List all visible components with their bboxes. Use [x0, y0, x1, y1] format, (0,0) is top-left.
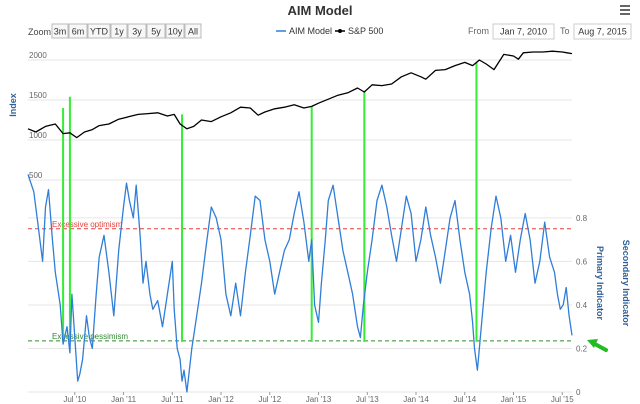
x-tick-label: Jan '13: [306, 395, 332, 404]
lower-y-tick-label: 0.4: [576, 301, 588, 310]
legend-item-aim[interactable]: AIM Model: [276, 26, 332, 36]
zoom-label: Zoom: [28, 27, 51, 37]
signal-layer: [62, 62, 478, 342]
series-layer: [27, 50, 573, 393]
chart-title: AIM Model: [288, 3, 353, 18]
from-label: From: [468, 26, 489, 36]
lower-y-tick-label: 0: [576, 388, 581, 397]
threshold-label-0: Excessive optimism: [52, 220, 123, 229]
upper-y-tick-label: 1000: [29, 131, 47, 140]
x-tick-label: Jan '12: [208, 395, 234, 404]
lower-y-tick-label: 0.2: [576, 344, 588, 353]
from-date-input[interactable]: [492, 23, 555, 40]
threshold-label-1: Excessive pessimism: [52, 332, 128, 341]
zoom-button-1y[interactable]: 1y: [110, 23, 128, 39]
current-signal-arrow-icon: [587, 339, 608, 352]
zoom-button-3m[interactable]: 3m: [51, 23, 69, 39]
x-tick-label: Jul '12: [258, 395, 281, 404]
tick-layer: 500 1000 1500 2000 0 0.2 0.4 0.6 0.8 Jul '10 Jan '…: [29, 51, 588, 404]
x-tick-label: Jul '13: [356, 395, 379, 404]
zoom-button-label: YTD: [90, 27, 109, 37]
upper-y-tick-label: 1500: [29, 91, 47, 100]
secondary-indicator-axis-title: Secondary Indicator: [621, 240, 631, 327]
x-tick-label: Jan '15: [501, 395, 527, 404]
x-tick-label: Jan '14: [403, 395, 429, 404]
zoom-button-3y[interactable]: 3y: [127, 23, 147, 39]
to-date-value: Aug 7, 2015: [578, 27, 627, 37]
lower-y-tick-label: 0.6: [576, 257, 588, 266]
upper-y-tick-label: 2000: [29, 51, 47, 60]
x-tick-label: Jan '11: [111, 395, 137, 404]
legend-label-aim: AIM Model: [289, 26, 332, 36]
zoom-button-label: All: [188, 27, 198, 37]
zoom-button-6m[interactable]: 6m: [68, 23, 88, 39]
zoom-button-label: 1y: [114, 27, 124, 37]
legend: AIM Model S&P 500: [276, 26, 383, 36]
zoom-button-label: 5y: [151, 27, 161, 37]
x-tick-label: Jul '15: [551, 395, 574, 404]
from-date-value: Jan 7, 2010: [500, 27, 547, 37]
zoom-button-label: 3y: [132, 27, 142, 37]
x-tick-label: Jul '10: [63, 395, 86, 404]
zoom-button-group: 3m 6m YTD 1y 3y 5y 10y All: [51, 23, 202, 39]
grid-layer: [28, 59, 572, 393]
zoom-button-5y[interactable]: 5y: [146, 23, 166, 39]
zoom-button-all[interactable]: All: [184, 23, 202, 39]
zoom-button-10y[interactable]: 10y: [165, 23, 185, 39]
threshold-layer: Excessive optimism Excessive pessimism: [28, 220, 572, 342]
upper-y-tick-label: 500: [29, 171, 43, 180]
to-label: To: [560, 26, 570, 36]
legend-item-sp500[interactable]: S&P 500: [335, 26, 383, 36]
zoom-button-label: 6m: [72, 27, 85, 37]
upper-y-axis-title: Index: [8, 93, 18, 117]
zoom-button-label: 3m: [54, 27, 67, 37]
legend-marker-sp500: [338, 29, 342, 33]
series-line-sp500: [27, 50, 573, 139]
hamburger-menu-icon[interactable]: [618, 3, 632, 17]
x-tick-label: Jul '14: [453, 395, 476, 404]
legend-label-sp500: S&P 500: [348, 26, 383, 36]
to-date-input[interactable]: [573, 23, 632, 40]
zoom-button-label: 10y: [168, 27, 183, 37]
x-tick-label: Jul '11: [161, 395, 184, 404]
lower-y-tick-label: 0.8: [576, 214, 588, 223]
series-line-aim-model: [27, 174, 573, 393]
zoom-button-ytd[interactable]: YTD: [87, 23, 111, 39]
primary-indicator-axis-title: Primary Indicator: [595, 246, 605, 321]
